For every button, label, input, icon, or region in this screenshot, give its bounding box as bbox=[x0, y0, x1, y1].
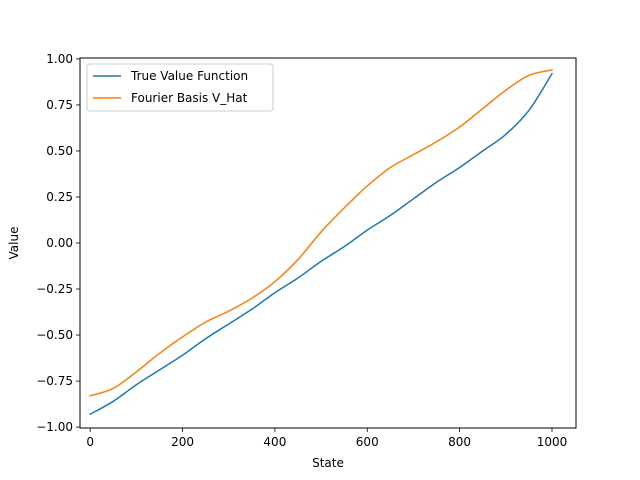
y-axis-ticks: −1.00 −0.75 −0.50 −0.25 0.00 0.25 0.50 0.75 1.00 bbox=[36, 52, 80, 434]
x-tick-label: 600 bbox=[356, 435, 379, 449]
y-tick-label: −1.00 bbox=[36, 420, 73, 434]
legend-box bbox=[86, 63, 274, 112]
y-tick-label: 0.50 bbox=[46, 144, 73, 158]
y-tick-label: 0.75 bbox=[46, 98, 73, 112]
series-line-0 bbox=[89, 72, 554, 416]
x-tick-label: 800 bbox=[448, 435, 471, 449]
series-line-1 bbox=[89, 69, 553, 397]
y-tick-label: 1.00 bbox=[46, 52, 73, 66]
y-tick-label: −0.75 bbox=[36, 374, 73, 388]
axes-frame bbox=[79, 57, 577, 429]
y-tick-label: −0.50 bbox=[36, 328, 73, 342]
y-axis-label: Value bbox=[7, 227, 21, 260]
legend: True Value Function Fourier Basis V_Hat bbox=[86, 63, 274, 112]
x-tick-label: 400 bbox=[263, 435, 286, 449]
y-tick-label: −0.25 bbox=[36, 282, 73, 296]
plot-area: 0 200 400 600 800 1000 −1.00 −0.75 −0.50 −0.25 0.… bbox=[36, 52, 577, 449]
x-axis-label: State bbox=[312, 456, 344, 470]
x-axis-ticks: 0 200 400 600 800 1000 bbox=[86, 428, 567, 449]
y-tick-label: 0.25 bbox=[46, 190, 73, 204]
x-tick-label: 1000 bbox=[537, 435, 568, 449]
x-tick-label: 0 bbox=[86, 435, 94, 449]
legend-label-true-value: True Value Function bbox=[130, 69, 248, 83]
y-tick-label: 0.00 bbox=[46, 236, 73, 250]
x-tick-label: 200 bbox=[171, 435, 194, 449]
series-layer bbox=[89, 69, 554, 416]
legend-label-fourier: Fourier Basis V_Hat bbox=[131, 91, 248, 105]
